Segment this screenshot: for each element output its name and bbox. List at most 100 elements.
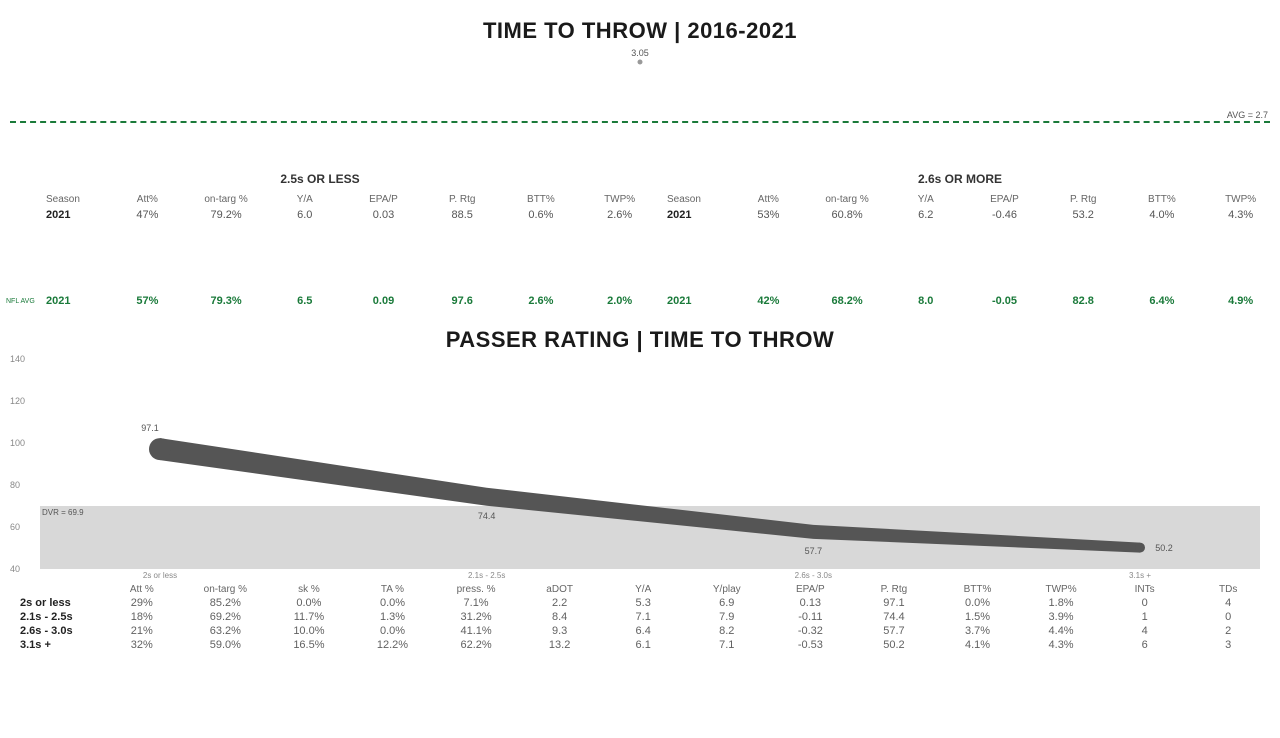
stat-cell: 82.8: [1044, 295, 1123, 307]
stat-cell: 68.2%: [808, 295, 887, 307]
table-cell: 4: [1103, 625, 1187, 637]
avg-line-label: AVG = 2.7: [1227, 110, 1268, 120]
table-cell: 21%: [100, 625, 184, 637]
point-value-label: 74.4: [478, 511, 496, 521]
stat-cell: 88.5: [423, 209, 502, 221]
table-cell: 1.3%: [351, 611, 435, 623]
stat-cell: EPA/P: [344, 194, 423, 205]
y-tick-label: 40: [10, 564, 20, 574]
season-cell: 2021: [659, 295, 729, 307]
stats-nflavg: NFL AVG 202157%79.3%6.50.0997.62.6%2.0% …: [0, 293, 1280, 309]
table-cell: 13.2: [518, 639, 602, 651]
nfl-avg-tag: NFL AVG: [0, 298, 38, 305]
table-cell: 0.13: [769, 597, 853, 609]
stat-cell: 0.6%: [502, 209, 581, 221]
table-cell: -0.32: [769, 625, 853, 637]
table-cell: 4.3%: [1019, 639, 1103, 651]
season-cell: 2021: [38, 295, 108, 307]
table-row: 3.1s +32%59.0%16.5%12.2%62.2%13.26.17.1-…: [10, 638, 1270, 652]
stat-cell: 47%: [108, 209, 187, 221]
table-header-cell: TDs: [1186, 584, 1270, 595]
table-row: 2.6s - 3.0s21%63.2%10.0%0.0%41.1%9.36.48…: [10, 624, 1270, 638]
table-cell: 4.1%: [936, 639, 1020, 651]
stat-cell: Att%: [729, 194, 808, 205]
table-cell: 16.5%: [267, 639, 351, 651]
table-cell: -0.53: [769, 639, 853, 651]
table-cell: 5.3: [601, 597, 685, 609]
split-labels: 2.5s OR LESS 2.6s OR MORE: [0, 172, 1280, 186]
stat-cell: 4.0%: [1123, 209, 1202, 221]
section1-title: TIME TO THROW | 2016-2021: [0, 18, 1280, 44]
table-cell: 11.7%: [267, 611, 351, 623]
stat-cell: 79.2%: [187, 209, 266, 221]
table-header-cell: TWP%: [1019, 584, 1103, 595]
table-cell: 50.2: [852, 639, 936, 651]
stat-cell: -0.05: [965, 295, 1044, 307]
stat-cell: 57%: [108, 295, 187, 307]
table-cell: 31.2%: [434, 611, 518, 623]
table-cell: 7.1%: [434, 597, 518, 609]
table-cell: 8.2: [685, 625, 769, 637]
table-header-cell: BTT%: [936, 584, 1020, 595]
row-label: 2s or less: [10, 597, 100, 609]
table-cell: 59.0%: [184, 639, 268, 651]
table-cell: 10.0%: [267, 625, 351, 637]
table-header-cell: Y/play: [685, 584, 769, 595]
stat-cell: Y/A: [886, 194, 965, 205]
stat-cell: P. Rtg: [1044, 194, 1123, 205]
season-cell: Season: [38, 194, 108, 205]
table-cell: 85.2%: [184, 597, 268, 609]
stat-cell: 2.6%: [580, 209, 659, 221]
table-cell: 63.2%: [184, 625, 268, 637]
table-cell: 3.7%: [936, 625, 1020, 637]
row-label: 3.1s +: [10, 639, 100, 651]
stat-cell: BTT%: [1123, 194, 1202, 205]
stat-cell: Y/A: [265, 194, 344, 205]
x-tick-label: 2.1s - 2.5s: [468, 571, 505, 580]
table-cell: 9.3: [518, 625, 602, 637]
x-tick-label: 2.6s - 3.0s: [795, 571, 832, 580]
table-cell: 7.1: [601, 611, 685, 623]
stat-cell: EPA/P: [965, 194, 1044, 205]
table-header-cell: EPA/P: [769, 584, 853, 595]
table-cell: 1.8%: [1019, 597, 1103, 609]
table-cell: 2: [1186, 625, 1270, 637]
stat-cell: 6.5: [265, 295, 344, 307]
y-tick-label: 100: [10, 438, 25, 448]
table-cell: 2.2: [518, 597, 602, 609]
table-cell: 6.4: [601, 625, 685, 637]
rating-line: [40, 359, 1260, 569]
table-cell: 0.0%: [936, 597, 1020, 609]
stat-cell: 79.3%: [187, 295, 266, 307]
y-tick-label: 80: [10, 480, 20, 490]
table-cell: 3: [1186, 639, 1270, 651]
y-tick-label: 120: [10, 396, 25, 406]
stats-headers: SeasonAtt%on-targ %Y/AEPA/PP. RtgBTT%TWP…: [0, 192, 1280, 207]
table-header-cell: Att %: [100, 584, 184, 595]
stat-cell: 4.9%: [1201, 295, 1280, 307]
table-cell: 8.4: [518, 611, 602, 623]
stat-cell: 60.8%: [808, 209, 887, 221]
table-header-cell: Y/A: [601, 584, 685, 595]
table-cell: 4.4%: [1019, 625, 1103, 637]
stat-cell: 8.0: [886, 295, 965, 307]
y-tick-label: 60: [10, 522, 20, 532]
table-cell: 18%: [100, 611, 184, 623]
table-cell: 6.9: [685, 597, 769, 609]
table-cell: 97.1: [852, 597, 936, 609]
passer-rating-chart: 406080100120140DVR = 69.997.12s or less7…: [40, 359, 1260, 569]
table-cell: 0.0%: [267, 597, 351, 609]
table-cell: 7.9: [685, 611, 769, 623]
table-header-cell: TA %: [351, 584, 435, 595]
row-label: 2.6s - 3.0s: [10, 625, 100, 637]
left-split-title: 2.5s OR LESS: [0, 172, 640, 186]
table-cell: 41.1%: [434, 625, 518, 637]
table-header-cell: P. Rtg: [852, 584, 936, 595]
point-value-label: 97.1: [141, 423, 159, 433]
table-header-cell: on-targ %: [184, 584, 268, 595]
time-bucket-table: Att %on-targ %sk %TA %press. %aDOTY/AY/p…: [10, 583, 1270, 652]
table-row: 2s or less29%85.2%0.0%0.0%7.1%2.25.36.90…: [10, 596, 1270, 610]
point-value-label: 50.2: [1155, 543, 1173, 553]
table-cell: 3.9%: [1019, 611, 1103, 623]
table-cell: 57.7: [852, 625, 936, 637]
